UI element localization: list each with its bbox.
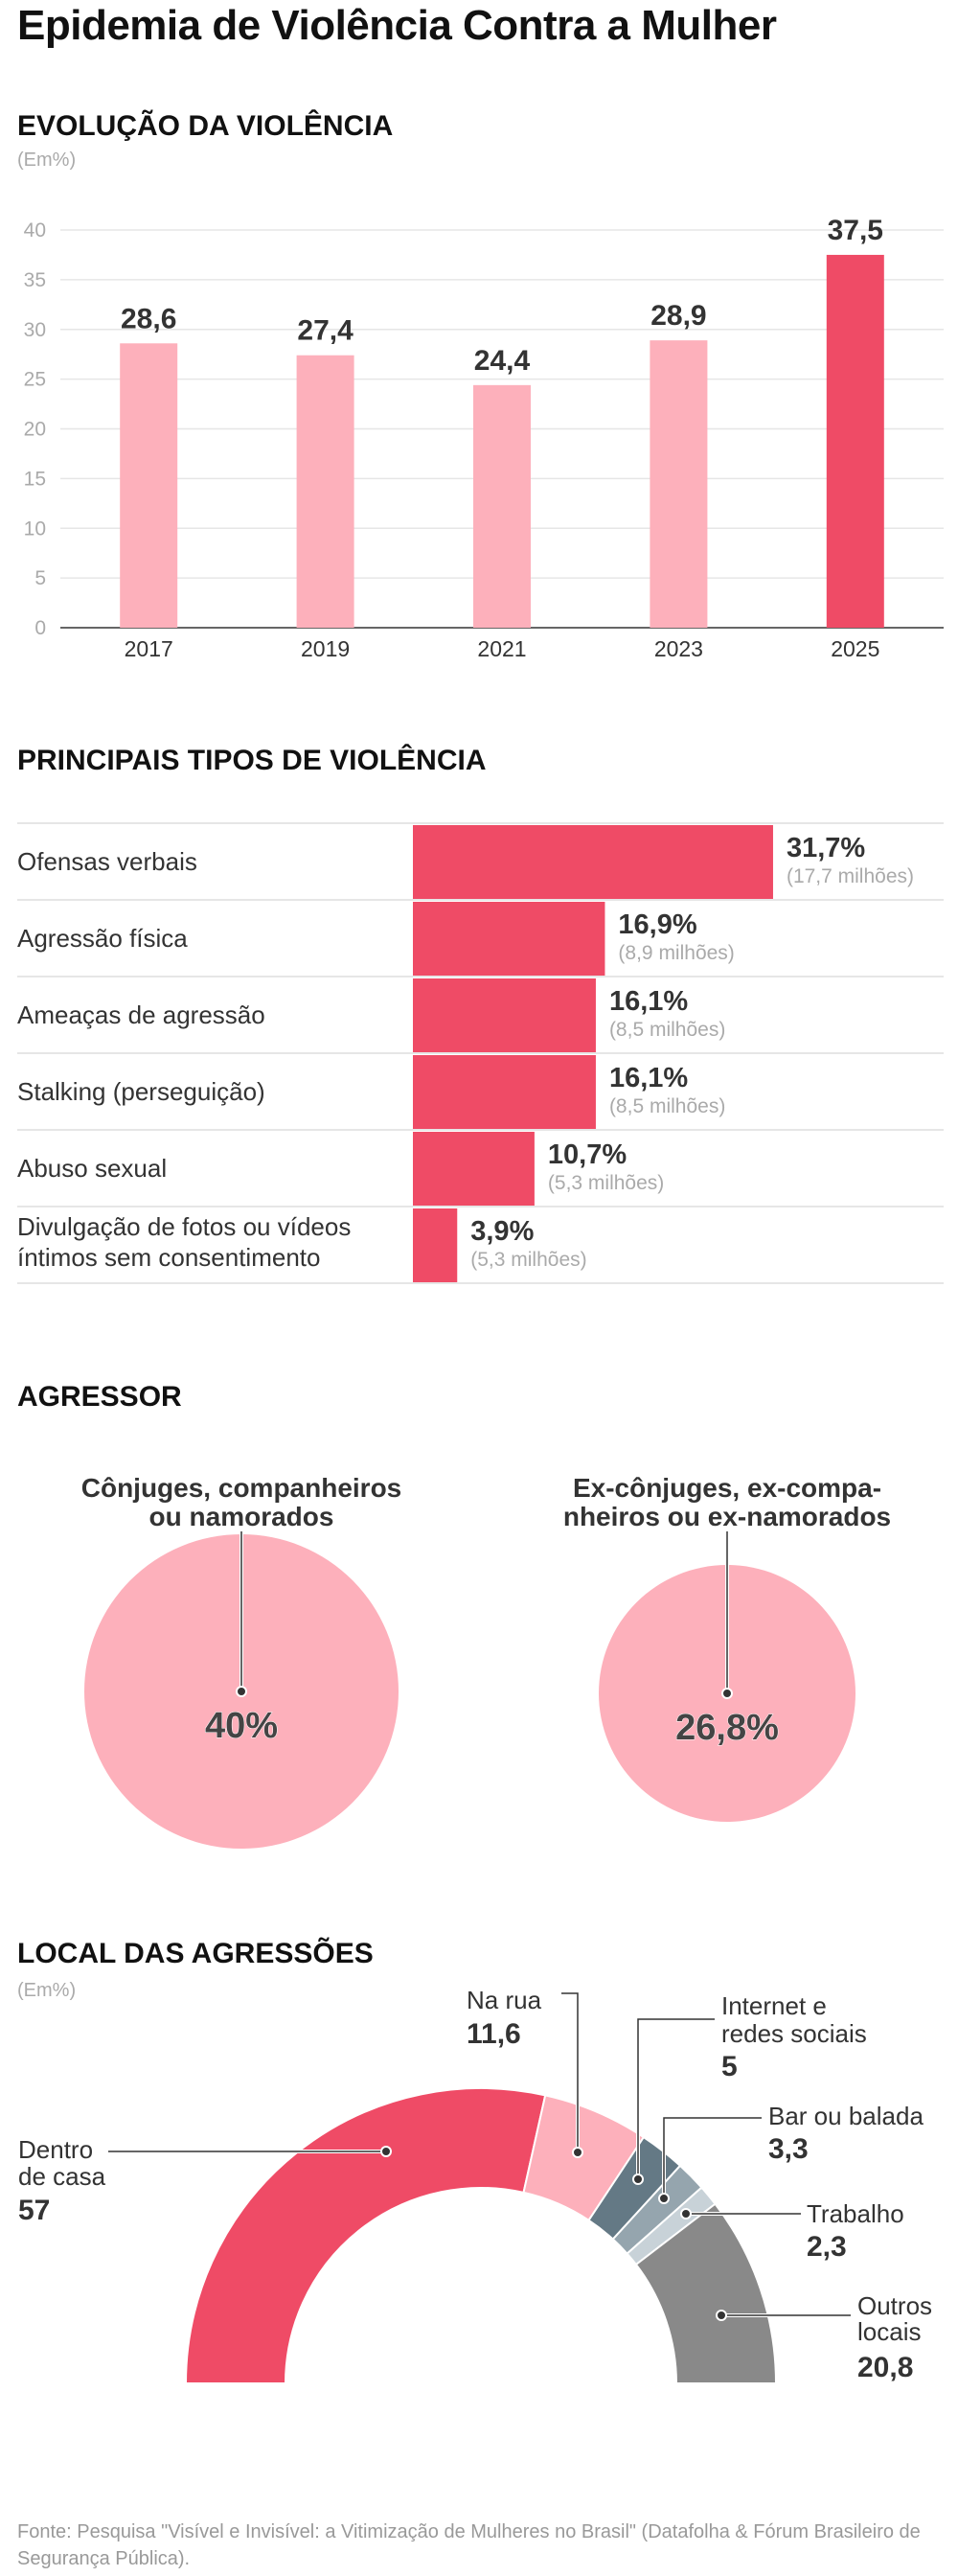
bar-5 [413,1208,458,1282]
y-tick-label: 30 [24,319,46,341]
slice-value-label: 5 [721,2051,738,2082]
y-tick-label: 10 [24,518,46,540]
bar-sub-label: (8,9 milhões) [618,942,734,964]
bar-2019 [296,355,354,628]
donut-slice-0 [184,2087,547,2384]
slice-label: Na rua [467,1986,542,2014]
slice-value-label: 57 [18,2195,50,2226]
y-tick-label: 5 [34,567,46,589]
unit-label-evolution: (Em%) [17,150,77,171]
bar-4 [413,1132,535,1206]
leader-dot [632,2174,644,2185]
leader-line [663,2117,762,2198]
leader-line [561,1992,579,2152]
bar-sub-label: (17,7 milhões) [787,865,914,887]
bar-3 [413,1055,596,1129]
evolution-bar-chart: 051015202530354028,6201727,4201924,42021… [24,215,944,661]
row-label: Divulgação de fotos ou vídeos [17,1212,351,1241]
slice-value-label: 11,6 [467,2018,521,2050]
row-label: Stalking (perseguição) [17,1077,265,1106]
bar-value-label: 3,9% [470,1216,534,1247]
y-tick-label: 20 [24,419,46,441]
section-heading-evolution: EVOLUÇÃO DA VIOLÊNCIA [17,110,394,142]
bar-sub-label: (5,3 milhões) [548,1172,664,1194]
slice-label: Outros [857,2291,932,2320]
slice-label: Dentro [18,2135,93,2164]
bar-value-label: 16,1% [609,1063,688,1093]
bar-1 [413,902,605,976]
bar-2017 [120,343,178,628]
bar-value-label: 28,6 [121,303,176,334]
leader-dot [380,2146,392,2157]
leader-dot [721,1688,733,1699]
bar-value-label: 16,1% [609,986,688,1017]
page-title: Epidemia de Violência Contra a Mulher [17,2,777,49]
slice-label: redes sociais [721,2019,867,2048]
row-label: Ofensas verbais [17,847,197,876]
bar-value-label: 37,5 [828,215,883,246]
slice-label: Trabalho [807,2199,904,2228]
pie-value-label: 40% [205,1706,278,1746]
bar-2 [413,978,596,1052]
slice-label: Bar ou balada [768,2102,924,2130]
bar-value-label: 16,9% [618,909,696,940]
row-label: Abuso sexual [17,1154,167,1183]
bar-0 [413,825,773,899]
bar-value-label: 28,9 [650,300,706,332]
leader-dot [716,2310,727,2321]
x-tick-label: 2019 [301,636,350,661]
bar-value-label: 24,4 [474,345,531,377]
slice-label: Internet e [721,1991,827,2020]
row-label: Ameaças de agressão [17,1000,265,1029]
slice-value-label: 3,3 [768,2133,809,2165]
leader-dot [236,1686,247,1697]
bar-sub-label: (8,5 milhões) [609,1095,725,1117]
bar-value-label: 27,4 [297,315,354,347]
pie-title: nheiros ou ex-namorados [563,1502,891,1531]
y-tick-label: 35 [24,269,46,291]
bar-sub-label: (5,3 milhões) [470,1249,586,1271]
y-tick-label: 15 [24,468,46,490]
pie-value-label: 26,8% [675,1708,779,1748]
leader-dot [572,2147,583,2158]
section-heading-aggressor: AGRESSOR [17,1381,182,1413]
leader-line [637,2018,715,2179]
row-label: Agressão física [17,924,188,953]
pie-title: Ex-cônjuges, ex-compa- [573,1473,881,1503]
slice-label: de casa [18,2162,106,2191]
x-tick-label: 2017 [125,636,173,661]
slice-label: locais [857,2317,921,2346]
donut-slice-5 [634,2202,778,2384]
bar-2025 [826,254,884,628]
unit-label-location: (Em%) [17,1980,77,2001]
bar-sub-label: (8,5 milhões) [609,1019,725,1041]
y-tick-label: 40 [24,219,46,242]
section-heading-location: LOCAL DAS AGRESSÕES [17,1938,374,1969]
violence-types-bar-chart: Ofensas verbais 31,7%(17,7 milhões) Agress… [17,822,944,1284]
pie-title: Cônjuges, companheiros [81,1473,402,1503]
x-tick-label: 2025 [831,636,879,661]
bar-value-label: 10,7% [548,1139,627,1170]
row-label: íntimos sem consentimento [17,1243,320,1272]
leader-dot [680,2208,692,2220]
section-heading-types: PRINCIPAIS TIPOS DE VIOLÊNCIA [17,745,487,776]
slice-value-label: 20,8 [857,2352,913,2383]
x-tick-label: 2023 [654,636,703,661]
x-tick-label: 2021 [477,636,526,661]
bar-2021 [473,384,531,628]
bar-value-label: 31,7% [787,833,865,863]
source-footer: Fonte: Pesquisa "Visível e Invisível: a … [17,2521,921,2569]
slice-value-label: 2,3 [807,2231,847,2263]
y-tick-label: 25 [24,369,46,391]
pie-title: ou namorados [149,1502,334,1531]
leader-dot [658,2193,670,2204]
bar-2023 [650,340,708,628]
y-tick-label: 0 [34,617,46,639]
